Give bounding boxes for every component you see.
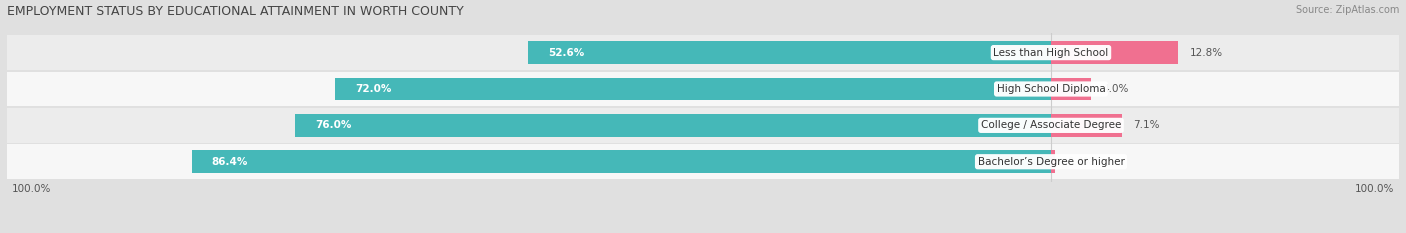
Bar (7, 35, 1399, 70)
Text: High School Diploma: High School Diploma (997, 84, 1105, 94)
Text: Bachelor’s Degree or higher: Bachelor’s Degree or higher (977, 157, 1125, 167)
Text: 72.0%: 72.0% (354, 84, 391, 94)
Text: 76.0%: 76.0% (315, 120, 352, 130)
Bar (335, 78, 1050, 100)
Text: 86.4%: 86.4% (212, 157, 249, 167)
Text: 100.0%: 100.0% (1354, 184, 1393, 194)
Text: 4.0%: 4.0% (1102, 84, 1129, 94)
Text: 12.8%: 12.8% (1189, 48, 1223, 58)
Bar (1050, 78, 1091, 100)
Text: 52.6%: 52.6% (548, 48, 583, 58)
Bar (193, 151, 1050, 173)
Bar (7, 72, 1399, 106)
Bar (1050, 151, 1054, 173)
Bar (1050, 114, 1122, 137)
Text: 100.0%: 100.0% (13, 184, 52, 194)
Text: 7.1%: 7.1% (1133, 120, 1160, 130)
Bar (7, 108, 1399, 143)
Text: EMPLOYMENT STATUS BY EDUCATIONAL ATTAINMENT IN WORTH COUNTY: EMPLOYMENT STATUS BY EDUCATIONAL ATTAINM… (7, 5, 464, 18)
Bar (7, 144, 1399, 179)
Text: 0.4%: 0.4% (1067, 157, 1094, 167)
Bar (1050, 41, 1178, 64)
Bar (295, 114, 1050, 137)
Text: Source: ZipAtlas.com: Source: ZipAtlas.com (1295, 5, 1399, 15)
Bar (529, 41, 1050, 64)
Text: Less than High School: Less than High School (994, 48, 1108, 58)
Text: College / Associate Degree: College / Associate Degree (981, 120, 1121, 130)
